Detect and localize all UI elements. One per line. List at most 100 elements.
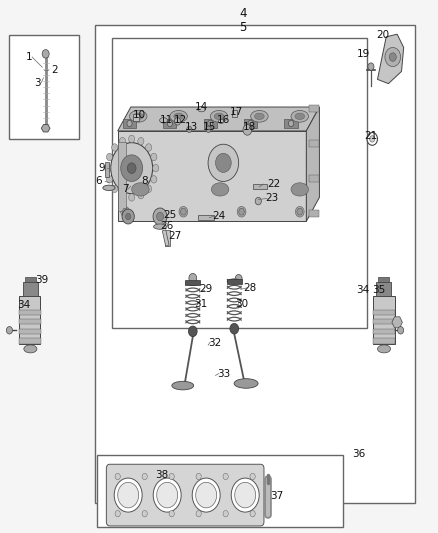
Polygon shape — [239, 208, 244, 215]
Bar — [308, 210, 319, 216]
Circle shape — [223, 473, 228, 480]
Circle shape — [169, 511, 174, 517]
Circle shape — [7, 327, 12, 334]
Bar — [162, 230, 169, 246]
Text: 15: 15 — [203, 122, 216, 132]
Circle shape — [235, 274, 242, 283]
Text: 22: 22 — [267, 179, 280, 189]
Text: 6: 6 — [95, 176, 102, 187]
Circle shape — [196, 482, 217, 508]
Text: 21: 21 — [364, 131, 378, 141]
Circle shape — [145, 185, 152, 192]
Ellipse shape — [134, 113, 143, 119]
Circle shape — [208, 144, 239, 181]
Circle shape — [129, 193, 135, 201]
Circle shape — [111, 143, 152, 193]
Circle shape — [368, 63, 374, 70]
Circle shape — [118, 482, 139, 508]
Bar — [244, 119, 257, 128]
Circle shape — [230, 324, 239, 334]
Polygon shape — [118, 107, 319, 131]
Bar — [10, 35, 79, 139]
Ellipse shape — [214, 113, 224, 119]
Circle shape — [385, 47, 401, 67]
Text: 30: 30 — [236, 298, 249, 309]
Circle shape — [370, 136, 375, 142]
Polygon shape — [118, 131, 306, 221]
Polygon shape — [180, 208, 187, 215]
Bar — [204, 119, 217, 128]
Ellipse shape — [130, 110, 147, 122]
Bar — [105, 162, 109, 176]
Bar — [95, 25, 416, 503]
Text: 31: 31 — [194, 298, 207, 309]
Bar — [19, 296, 40, 344]
Circle shape — [398, 327, 404, 334]
Circle shape — [231, 478, 259, 512]
Polygon shape — [306, 107, 319, 221]
Circle shape — [367, 133, 378, 146]
Bar — [19, 338, 41, 344]
Text: 28: 28 — [243, 283, 256, 293]
Bar — [22, 282, 38, 296]
Text: 35: 35 — [372, 286, 385, 295]
Text: 39: 39 — [35, 275, 49, 285]
Bar — [134, 115, 139, 121]
Bar — [25, 277, 35, 282]
Circle shape — [138, 191, 144, 199]
Bar — [19, 329, 41, 334]
Circle shape — [106, 154, 113, 160]
Circle shape — [145, 144, 152, 151]
Text: 38: 38 — [155, 470, 169, 480]
Circle shape — [126, 213, 131, 220]
Bar — [232, 110, 237, 117]
Ellipse shape — [103, 185, 115, 190]
Text: 19: 19 — [357, 49, 370, 59]
Circle shape — [115, 473, 120, 480]
Circle shape — [152, 165, 159, 172]
Text: 29: 29 — [199, 284, 212, 294]
Circle shape — [121, 206, 130, 217]
Circle shape — [106, 175, 113, 183]
Ellipse shape — [170, 110, 187, 122]
Circle shape — [189, 273, 197, 283]
Circle shape — [129, 135, 135, 143]
Bar — [308, 106, 319, 112]
Bar — [118, 142, 127, 211]
Circle shape — [237, 206, 246, 217]
Text: 13: 13 — [185, 122, 198, 132]
Polygon shape — [122, 208, 128, 215]
Circle shape — [157, 482, 178, 508]
Bar — [198, 215, 214, 220]
Circle shape — [179, 206, 188, 217]
Bar — [253, 183, 267, 189]
Bar — [373, 338, 395, 344]
Text: 9: 9 — [99, 163, 105, 173]
Circle shape — [208, 120, 213, 127]
Polygon shape — [41, 125, 50, 132]
Text: 32: 32 — [208, 337, 221, 348]
Circle shape — [174, 118, 180, 125]
Bar — [285, 119, 297, 128]
Ellipse shape — [254, 113, 264, 119]
Ellipse shape — [174, 113, 184, 119]
Circle shape — [42, 50, 49, 58]
Bar — [373, 329, 395, 334]
FancyBboxPatch shape — [106, 464, 264, 526]
Text: 23: 23 — [265, 193, 279, 204]
Text: 14: 14 — [195, 102, 208, 112]
Ellipse shape — [172, 381, 194, 390]
Circle shape — [250, 511, 255, 517]
Circle shape — [112, 144, 118, 151]
Ellipse shape — [132, 183, 149, 196]
Text: 20: 20 — [376, 30, 389, 41]
Circle shape — [127, 120, 132, 127]
Text: 34: 34 — [357, 286, 370, 295]
Text: 8: 8 — [141, 176, 148, 187]
Bar — [123, 119, 136, 128]
Circle shape — [167, 120, 173, 127]
Ellipse shape — [378, 345, 391, 353]
Ellipse shape — [291, 110, 308, 122]
Text: 11: 11 — [160, 115, 173, 125]
Ellipse shape — [212, 183, 229, 196]
